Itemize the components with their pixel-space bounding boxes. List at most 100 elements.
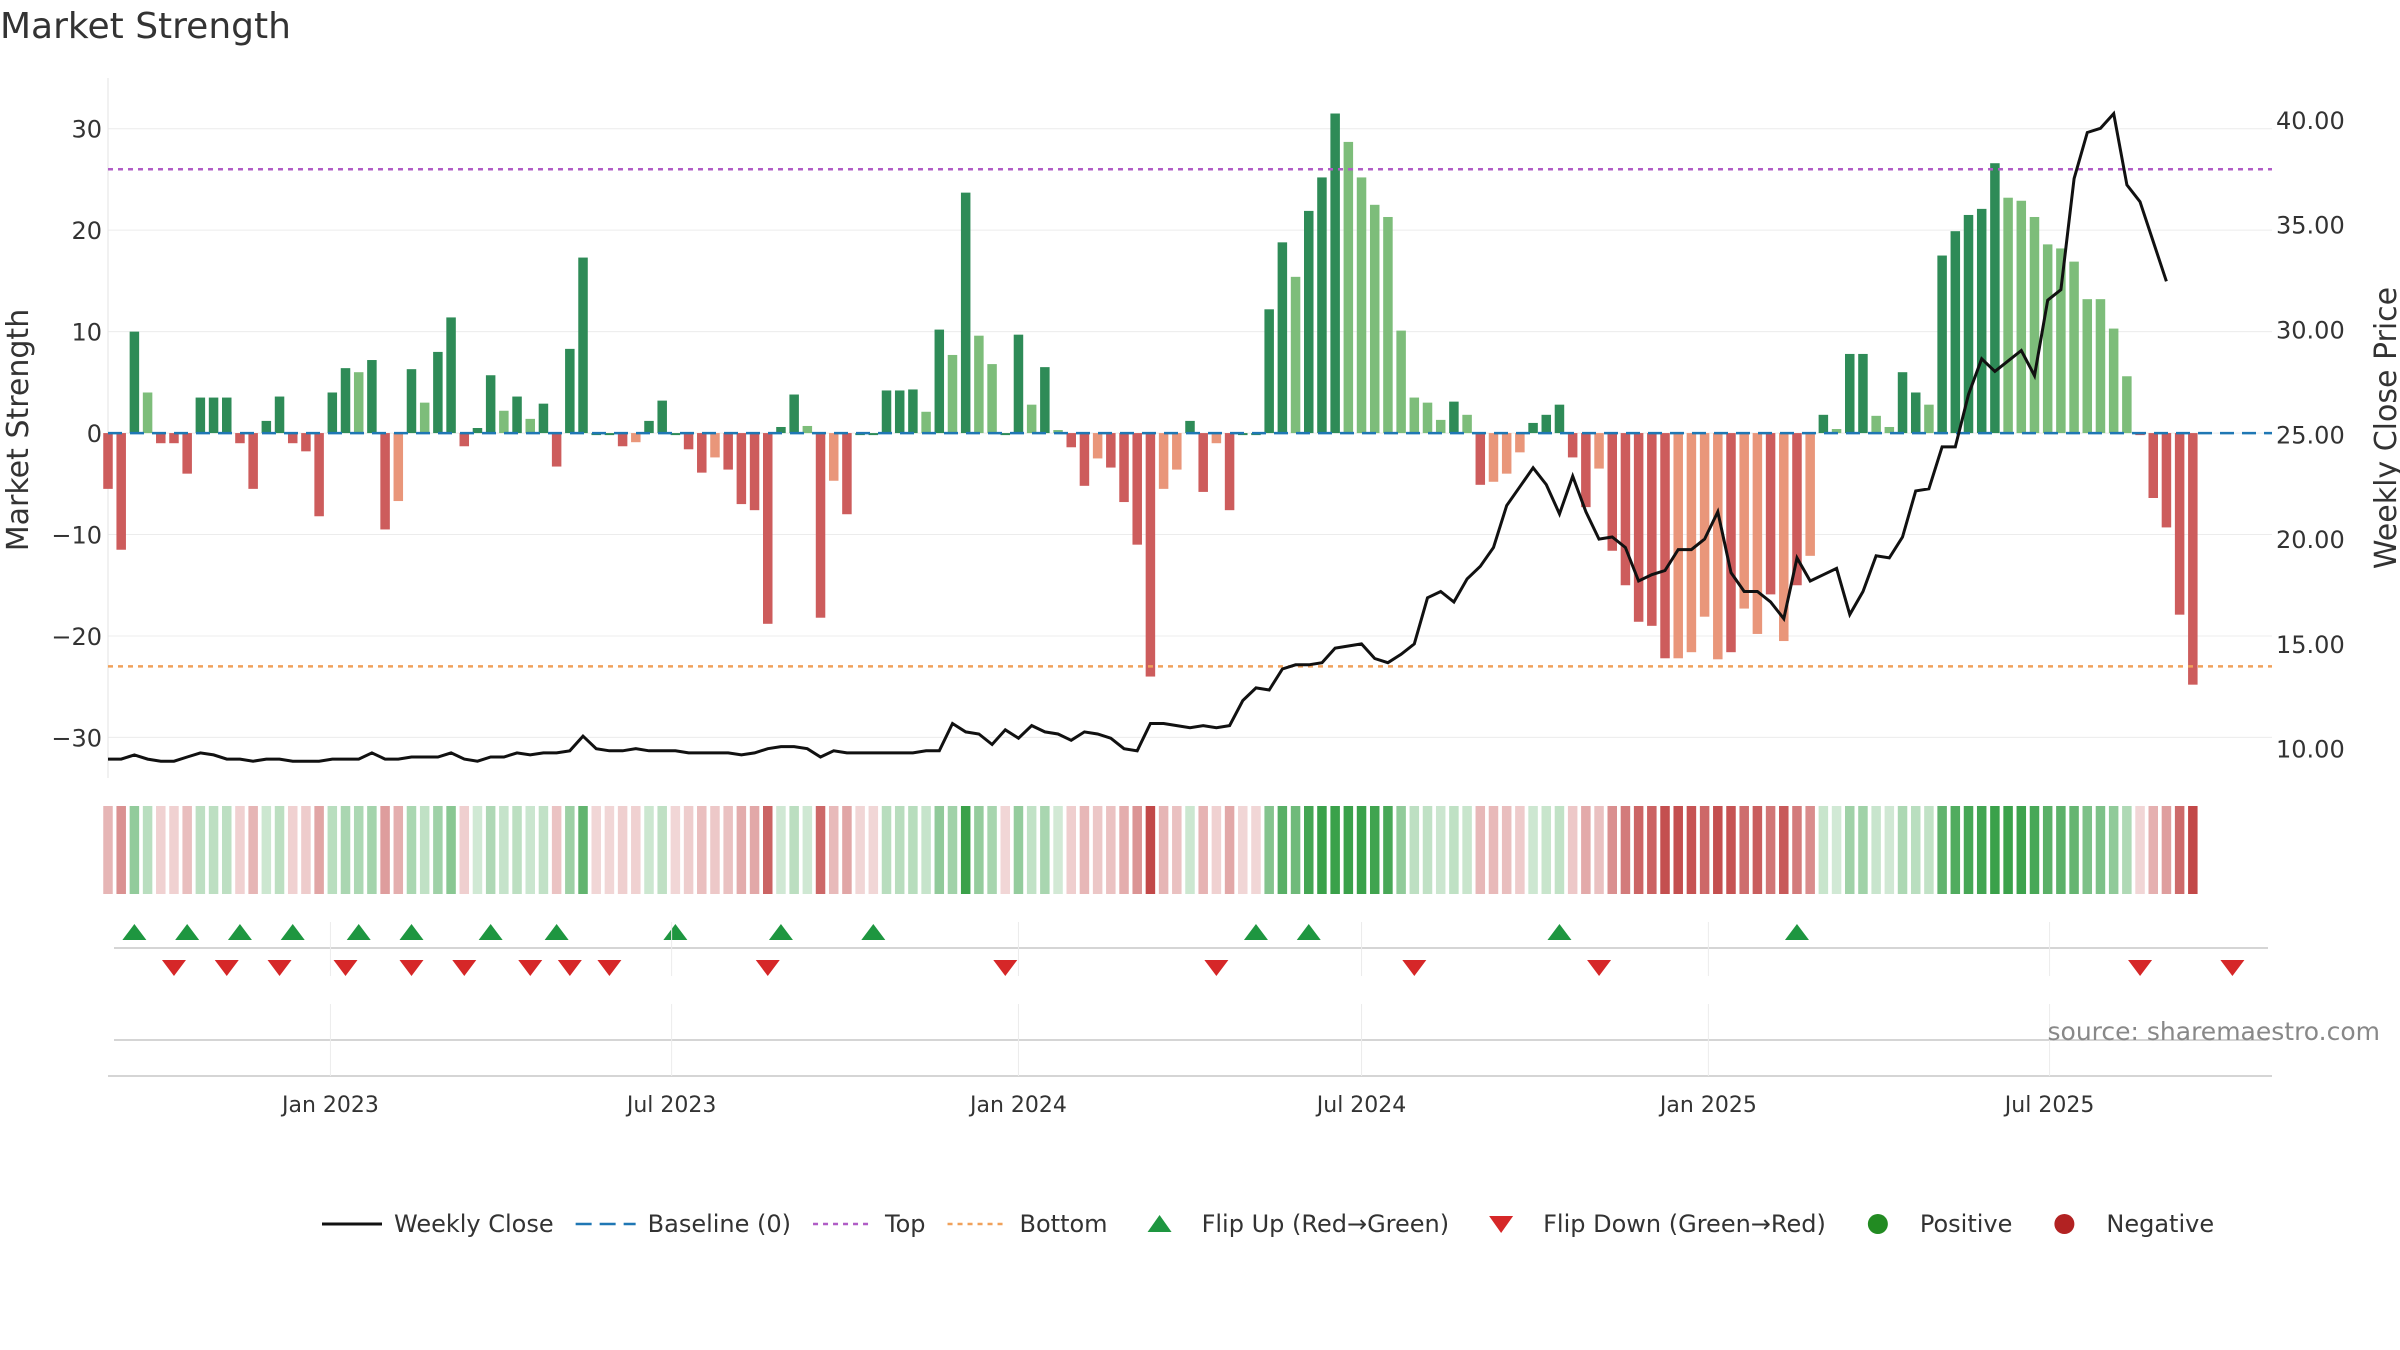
- strength-bar: [723, 433, 733, 470]
- y2-tick-label: 15.00: [2276, 631, 2345, 659]
- strength-bar: [763, 433, 773, 624]
- legend-item: Bottom: [947, 1210, 1108, 1238]
- heat-cell: [881, 806, 892, 894]
- heat-cell: [842, 806, 852, 894]
- y-tick-label: −30: [51, 724, 102, 752]
- y-axis-left: −30 −20 −10 0 10 20 30: [51, 116, 102, 753]
- heat-cell: [1343, 806, 1354, 894]
- flip-up-marker: [122, 924, 147, 940]
- heat-cell: [2016, 806, 2027, 894]
- strength-bar: [1304, 210, 1314, 434]
- legend-label: Bottom: [1020, 1210, 1108, 1238]
- heat-cell: [1396, 806, 1406, 894]
- legend-item: Negative: [2054, 1210, 2214, 1238]
- heat-cell: [2069, 806, 2079, 894]
- strength-bar: [2042, 244, 2053, 434]
- y2-tick-label: 20.00: [2276, 526, 2345, 554]
- heat-cell: [1053, 806, 1063, 894]
- strength-bar: [499, 410, 509, 434]
- flip-down-marker: [1204, 960, 1229, 976]
- chart-title: Market Strength: [0, 6, 291, 47]
- heat-cell: [1660, 806, 1670, 894]
- heat-cell: [459, 806, 470, 894]
- legend-label: Flip Up (Red→Green): [1202, 1210, 1450, 1238]
- heat-cell: [2042, 806, 2053, 894]
- y-tick-label: 20: [71, 217, 102, 245]
- y2-tick-label: 30.00: [2276, 316, 2345, 344]
- strength-bar: [1910, 392, 1921, 434]
- strength-bar: [908, 389, 918, 434]
- heat-cell: [1897, 806, 1908, 894]
- heat-cell: [1066, 806, 1076, 894]
- strength-bar: [1475, 433, 1486, 485]
- strength-bar: [2122, 376, 2132, 434]
- strength-bar: [1106, 433, 1116, 468]
- heat-cell: [525, 806, 535, 894]
- strength-bar: [1290, 276, 1301, 434]
- heat-cell: [327, 806, 338, 894]
- heat-cell: [776, 806, 786, 894]
- x-axis: Jan 2023 Jul 2023 Jan 2024 Jul 2024 Jan 2025…: [280, 922, 2094, 1118]
- y-axis-right: 10.00 15.00 20.00 25.00 30.00 35.00 40.00: [2276, 107, 2345, 764]
- strength-bar: [1779, 433, 1789, 642]
- strength-bar: [842, 433, 852, 515]
- strength-bar: [670, 433, 681, 436]
- flip-up-marker: [768, 924, 793, 940]
- strength-bar: [1119, 433, 1129, 503]
- strength-bar: [1026, 404, 1037, 434]
- strength-bar: [2003, 197, 2013, 434]
- strength-bar: [604, 433, 615, 436]
- y2-tick-label: 40.00: [2276, 107, 2345, 135]
- heat-cell: [960, 806, 971, 894]
- heat-cell: [1119, 806, 1129, 894]
- strength-bar: [565, 348, 575, 434]
- strength-bar: [644, 420, 654, 434]
- strength-bar: [2029, 216, 2040, 434]
- strength-bar: [1831, 429, 1842, 434]
- strength-bar: [1739, 433, 1749, 609]
- heat-cell: [103, 806, 113, 894]
- heat-cell: [2135, 806, 2145, 894]
- source-credit: source: sharemaestro.com: [2048, 1017, 2381, 1046]
- heat-cell: [1132, 806, 1142, 894]
- strength-bar: [1620, 433, 1631, 586]
- strength-heat-strip: [103, 806, 2198, 894]
- flip-down-marker: [1402, 960, 1427, 976]
- strength-bar: [1792, 433, 1802, 586]
- strength-bar: [1924, 404, 1934, 434]
- strength-bar: [169, 433, 179, 444]
- strength-bar: [419, 402, 430, 434]
- heat-cell: [367, 806, 377, 894]
- strength-bar: [1897, 372, 1908, 434]
- strength-bar: [881, 390, 892, 434]
- legend-label: Top: [884, 1210, 926, 1238]
- y2-axis-title: Weekly Close Price: [2369, 287, 2400, 569]
- heat-cell: [1079, 806, 1090, 894]
- heat-cell: [2082, 806, 2093, 894]
- heat-cell: [1831, 806, 1842, 894]
- heat-cell: [855, 806, 865, 894]
- heat-cell: [1594, 806, 1604, 894]
- strength-bar: [1673, 433, 1683, 659]
- y-tick-label: −10: [51, 522, 102, 550]
- strength-bar: [2095, 299, 2106, 434]
- legend-item: Baseline (0): [575, 1210, 791, 1238]
- heat-cell: [894, 806, 905, 894]
- heat-cell: [446, 806, 456, 894]
- heat-cell: [1383, 806, 1393, 894]
- strength-bar: [1567, 433, 1578, 458]
- strength-bar: [1554, 404, 1565, 434]
- x-tick-label: Jan 2024: [968, 1093, 1067, 1118]
- heat-cell: [1198, 806, 1208, 894]
- heat-cell: [921, 806, 931, 894]
- heat-cell: [2056, 806, 2066, 894]
- heat-cell: [156, 806, 166, 894]
- strength-bar: [406, 369, 417, 434]
- strength-bar: [472, 428, 483, 434]
- strength-bar: [1422, 402, 1433, 434]
- heat-cell: [1937, 806, 1947, 894]
- heat-cell: [2148, 806, 2158, 894]
- strength-bar: [1409, 397, 1420, 434]
- heat-cell: [406, 806, 417, 894]
- heat-cell: [1699, 806, 1710, 894]
